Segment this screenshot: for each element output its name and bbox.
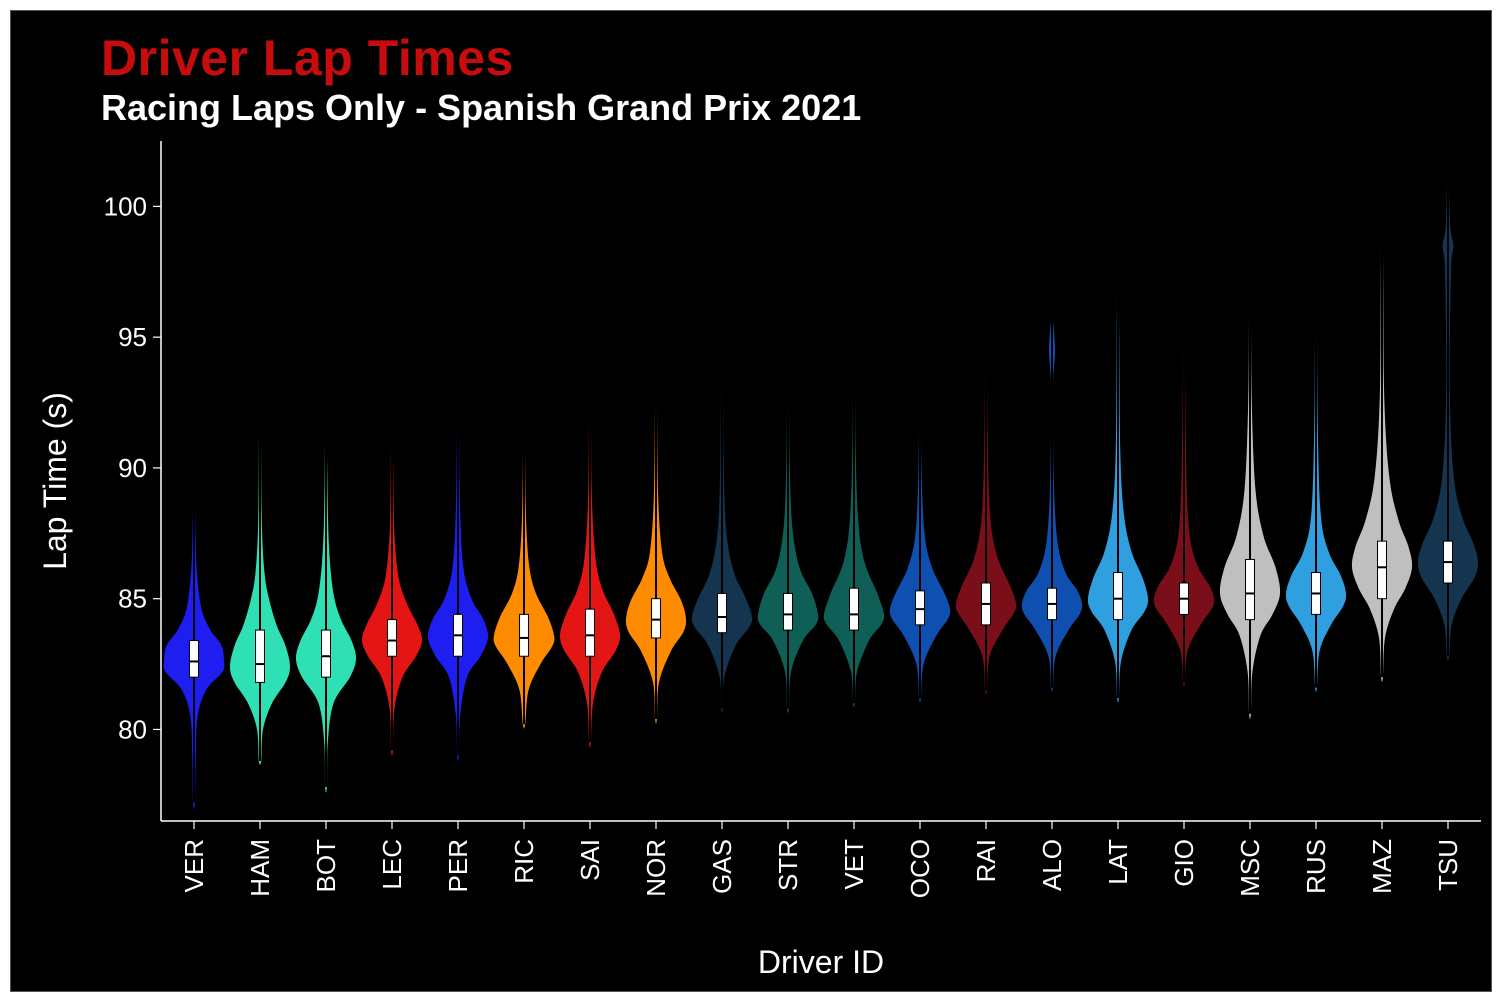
svg-text:TSU: TSU bbox=[1433, 839, 1463, 891]
svg-text:STR: STR bbox=[773, 839, 803, 891]
svg-text:95: 95 bbox=[118, 322, 147, 352]
chart-svg: 80 85 90 95 100 Lap Time (s) Driver ID VER HAM BO… bbox=[11, 11, 1491, 991]
svg-text:ALO: ALO bbox=[1037, 839, 1067, 891]
chart-stage: Driver Lap Times Racing Laps Only - Span… bbox=[0, 0, 1500, 1000]
svg-text:GIO: GIO bbox=[1169, 839, 1199, 887]
chart-panel: Driver Lap Times Racing Laps Only - Span… bbox=[10, 10, 1492, 992]
svg-text:BOT: BOT bbox=[311, 839, 341, 893]
svg-text:OCO: OCO bbox=[905, 839, 935, 898]
svg-text:Lap Time (s): Lap Time (s) bbox=[37, 392, 73, 570]
svg-text:NOR: NOR bbox=[641, 839, 671, 897]
svg-text:HAM: HAM bbox=[245, 839, 275, 897]
svg-text:80: 80 bbox=[118, 714, 147, 744]
svg-text:VER: VER bbox=[179, 839, 209, 892]
svg-text:100: 100 bbox=[104, 191, 147, 221]
svg-text:PER: PER bbox=[443, 839, 473, 892]
svg-text:MSC: MSC bbox=[1235, 839, 1265, 897]
svg-text:RAI: RAI bbox=[971, 839, 1001, 882]
svg-text:90: 90 bbox=[118, 453, 147, 483]
svg-text:LEC: LEC bbox=[377, 839, 407, 890]
svg-text:RIC: RIC bbox=[509, 839, 539, 884]
svg-text:Driver ID: Driver ID bbox=[758, 944, 884, 980]
svg-text:VET: VET bbox=[839, 839, 869, 890]
svg-text:MAZ: MAZ bbox=[1367, 839, 1397, 894]
svg-text:RUS: RUS bbox=[1301, 839, 1331, 894]
svg-text:LAT: LAT bbox=[1103, 839, 1133, 885]
svg-text:85: 85 bbox=[118, 584, 147, 614]
svg-text:GAS: GAS bbox=[707, 839, 737, 894]
svg-text:SAI: SAI bbox=[575, 839, 605, 881]
